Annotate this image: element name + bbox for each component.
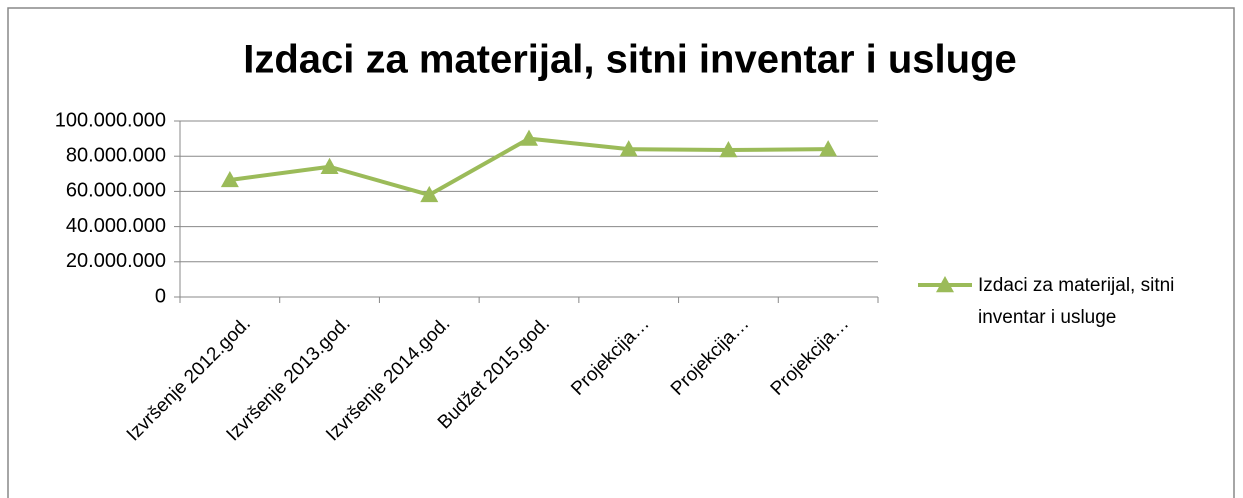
y-tick-label: 80.000.000 bbox=[66, 144, 166, 166]
chart-border bbox=[7, 7, 1235, 498]
y-tick-label: 40.000.000 bbox=[66, 215, 166, 237]
marker bbox=[520, 129, 538, 146]
y-tick-label: 0 bbox=[155, 285, 166, 307]
y-tick-label: 100.000.000 bbox=[55, 109, 166, 131]
marker bbox=[619, 140, 638, 157]
marker bbox=[819, 140, 838, 157]
marker bbox=[220, 170, 239, 188]
y-tick-label: 20.000.000 bbox=[66, 250, 166, 272]
chart-title: Izdaci za materijal, sitni inventar i us… bbox=[243, 38, 1017, 82]
marker bbox=[320, 157, 339, 174]
y-tick-label: 60.000.000 bbox=[66, 180, 166, 202]
legend-marker bbox=[936, 276, 954, 293]
marker bbox=[420, 185, 439, 203]
legend-label: Izdaci za materijal, sitni inventar i us… bbox=[978, 275, 1175, 328]
marker bbox=[719, 141, 738, 158]
